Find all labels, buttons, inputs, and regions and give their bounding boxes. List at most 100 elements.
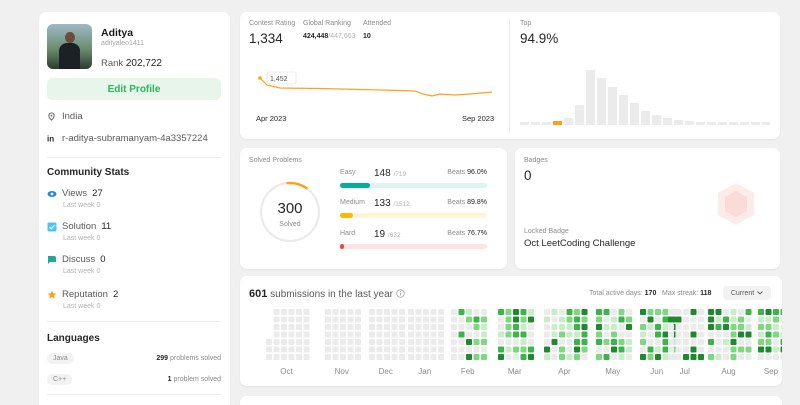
difficulty-bar-fill <box>340 183 371 188</box>
month-label: Apr <box>558 367 571 376</box>
max-streak: Max streak: 118 <box>662 290 711 297</box>
discuss-icon <box>48 255 56 264</box>
heatmap-cell <box>715 346 722 353</box>
heatmap-cell <box>683 354 689 360</box>
heatmap-cell <box>451 309 457 315</box>
percentile-bar <box>553 121 562 125</box>
heatmap-cell <box>683 316 689 323</box>
heatmap-cell <box>626 309 632 315</box>
heatmap-cell <box>288 309 295 315</box>
heatmap-cell <box>498 309 504 315</box>
heatmap-cell <box>376 346 383 353</box>
language-count: 1 problem solved <box>168 376 221 383</box>
heatmap-cell <box>347 346 354 353</box>
heatmap-cell <box>466 324 472 330</box>
locked-badge-name[interactable]: Oct LeetCoding Challenge <box>524 238 636 249</box>
heatmap-cell <box>611 331 617 338</box>
count-value: 1 <box>167 376 172 383</box>
difficulty-medium: Medium 133 /1512 Beats 89.8% <box>340 198 487 218</box>
heatmap-cell <box>773 324 779 330</box>
heatmap-cell <box>765 324 772 330</box>
solved-title: Solved Problems <box>249 157 302 164</box>
language-tag[interactable]: C++ <box>47 374 73 385</box>
difficulty-solved: 148 <box>374 168 391 179</box>
heatmap-cell <box>581 316 588 323</box>
heatmap-cell <box>647 354 654 360</box>
heatmap-cell <box>473 316 480 323</box>
heatmap-cell <box>698 346 704 353</box>
heatmap-cell <box>466 331 472 338</box>
heatmap-cell <box>690 324 697 330</box>
beats-value: 96.0% <box>467 169 487 176</box>
heatmap-cell <box>758 324 764 330</box>
heatmap-cell <box>415 339 422 345</box>
top-percentile-chart[interactable] <box>520 67 770 127</box>
heatmap-cell <box>765 346 772 353</box>
heatmap-cell <box>708 324 714 330</box>
heatmap-cell <box>559 354 565 360</box>
heatmap-cell <box>723 354 729 360</box>
heatmap-cell <box>408 324 414 330</box>
heatmap-cell <box>340 309 346 315</box>
heatmap-cell <box>505 354 512 360</box>
heatmap-cell <box>544 309 550 315</box>
heatmap-cell <box>675 346 682 353</box>
heatmap-cell <box>438 354 444 360</box>
heatmap-cell <box>423 339 429 345</box>
heatmap-cell <box>618 354 625 360</box>
heatmap-cell <box>758 316 764 323</box>
heatmap-cell <box>683 346 689 353</box>
heatmap-cell <box>708 309 714 315</box>
submission-heatmap[interactable]: Oct Nov Dec Jan Feb Mar Apr May Jun Jul Aug Sep <box>240 306 782 386</box>
heatmap-cell <box>773 309 779 315</box>
heatmap-cell <box>332 309 339 315</box>
info-icon[interactable] <box>396 289 405 298</box>
location-text: India <box>62 111 83 122</box>
heatmap-cell <box>473 339 480 345</box>
heatmap-cell <box>355 354 361 360</box>
heatmap-cell <box>647 339 654 345</box>
heatmap-cell <box>626 324 632 330</box>
avatar[interactable] <box>47 24 92 69</box>
beats-value: 89.8% <box>467 199 487 206</box>
difficulty-bar <box>340 213 487 218</box>
heatmap-cell <box>296 324 302 330</box>
heatmap-cell <box>288 316 295 323</box>
solved-ring[interactable] <box>258 180 322 244</box>
edit-profile-button[interactable]: Edit Profile <box>47 78 221 100</box>
contest-card: Contest Rating 1,334 Global Ranking 424,… <box>240 12 780 139</box>
heatmap-cell <box>730 316 737 323</box>
heatmap-cell <box>296 346 302 353</box>
heatmap-cell <box>715 339 722 345</box>
heatmap-cell <box>303 309 310 315</box>
stat-discuss: Discuss 0 Last week 0 <box>47 254 106 275</box>
linkedin-text[interactable]: r-aditya-subramanyam-4a3357224 <box>62 133 208 144</box>
heatmap-cell <box>423 309 429 315</box>
contest-rating-chart[interactable]: 1,452 <box>240 12 510 139</box>
beats-label: Beats <box>447 199 466 206</box>
heatmap-cell <box>430 339 437 345</box>
heatmap-cell <box>708 331 714 338</box>
heatmap-cell <box>355 346 361 353</box>
heatmap-cell <box>738 309 744 315</box>
heatmap-cell <box>466 339 472 345</box>
heatmap-cell <box>369 346 375 353</box>
language-tag[interactable]: Java <box>47 353 74 364</box>
heatmap-cell <box>384 331 390 338</box>
difficulty-bar-fill <box>340 244 345 249</box>
linkedin-icon: in <box>47 135 54 143</box>
linkedin-row[interactable]: in r-aditya-subramanyam-4a3357224 <box>47 133 208 144</box>
heatmap-cell <box>581 331 588 338</box>
heatmap-cell <box>415 309 422 315</box>
year-dropdown[interactable]: Current <box>723 286 771 300</box>
heatmap-cell <box>611 346 617 353</box>
heatmap-cell <box>559 339 565 345</box>
heatmap-cell <box>451 324 457 330</box>
heatmap-cell <box>581 339 588 345</box>
heatmap-cell <box>369 339 375 345</box>
heatmap-cell <box>273 309 280 315</box>
heatmap-cell <box>698 324 704 330</box>
locked-badge-icon[interactable] <box>715 181 757 227</box>
stat-solution: Solution 11 Last week 0 <box>47 221 111 242</box>
heatmap-cell <box>266 346 272 353</box>
